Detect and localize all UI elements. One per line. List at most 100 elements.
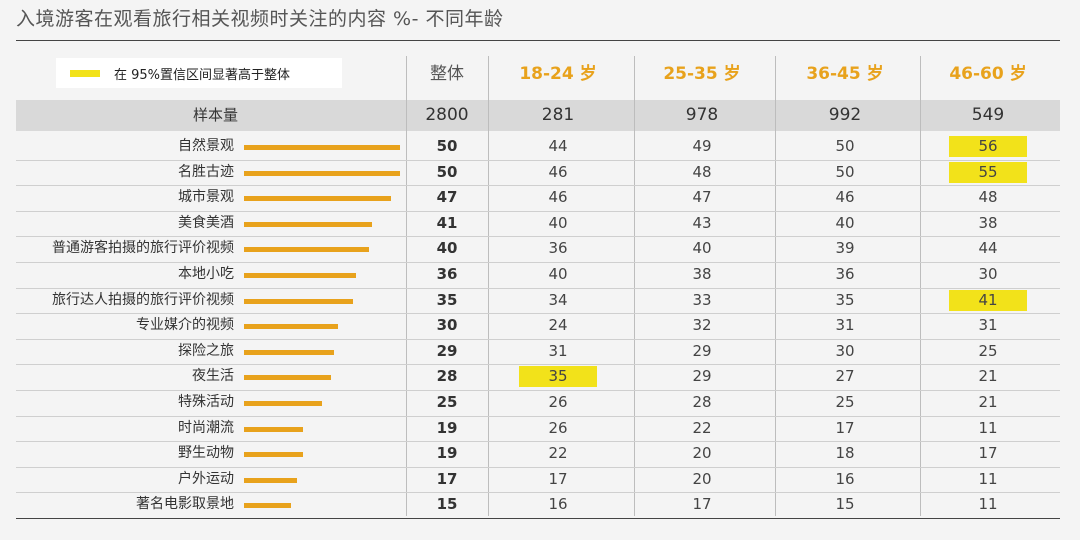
sample-size-value: 549 xyxy=(971,105,1005,125)
sample-size-value: 978 xyxy=(685,105,719,125)
age-group-value: 47 xyxy=(692,188,712,206)
column-header-age: 46-60 岁 xyxy=(949,64,1027,84)
row-label: 户外运动 xyxy=(178,471,234,487)
significance-highlight xyxy=(949,162,1027,183)
legend-swatch xyxy=(70,69,100,77)
age-group-value: 21 xyxy=(978,367,998,385)
row-label: 夜生活 xyxy=(192,368,234,384)
age-group-value: 41 xyxy=(978,291,998,309)
column-divider xyxy=(775,56,776,516)
age-group-value: 11 xyxy=(978,419,998,437)
sample-size-value: 2800 xyxy=(425,105,469,125)
overall-value: 50 xyxy=(436,163,458,181)
row-divider xyxy=(16,441,1060,442)
row-bar xyxy=(244,452,303,457)
age-group-value: 32 xyxy=(692,316,712,334)
age-group-value: 25 xyxy=(978,342,998,360)
age-group-value: 11 xyxy=(978,470,998,488)
significance-highlight xyxy=(519,366,597,387)
age-group-value: 46 xyxy=(548,163,568,181)
row-label: 自然景观 xyxy=(178,138,234,154)
table-bottom-rule xyxy=(16,518,1060,519)
legend-label: 在 95%置信区间显著高于整体 xyxy=(114,67,291,83)
row-label: 本地小吃 xyxy=(178,266,234,282)
sample-size-value: 992 xyxy=(828,105,862,125)
sample-size-row xyxy=(16,100,1060,131)
row-label: 普通游客拍摄的旅行评价视频 xyxy=(52,240,234,256)
age-group-value: 26 xyxy=(548,419,568,437)
age-group-value: 50 xyxy=(835,163,855,181)
age-group-value: 36 xyxy=(548,239,568,257)
overall-value: 41 xyxy=(436,214,458,232)
age-group-value: 25 xyxy=(835,393,855,411)
column-divider xyxy=(634,56,635,516)
age-group-value: 21 xyxy=(978,393,998,411)
row-divider xyxy=(16,313,1060,314)
age-group-value: 22 xyxy=(548,444,568,462)
overall-value: 15 xyxy=(436,495,458,513)
age-group-value: 39 xyxy=(835,239,855,257)
age-group-value: 16 xyxy=(835,470,855,488)
row-divider xyxy=(16,288,1060,289)
age-group-value: 33 xyxy=(692,291,712,309)
row-bar xyxy=(244,196,391,201)
age-group-value: 28 xyxy=(692,393,712,411)
age-group-value: 17 xyxy=(835,419,855,437)
sample-size-label: 样本量 xyxy=(192,106,238,124)
age-group-value: 18 xyxy=(835,444,855,462)
age-group-value: 31 xyxy=(548,342,568,360)
age-group-value: 55 xyxy=(978,163,998,181)
age-group-value: 56 xyxy=(978,137,998,155)
age-group-value: 46 xyxy=(835,188,855,206)
overall-value: 25 xyxy=(436,393,458,411)
significance-highlight xyxy=(949,290,1027,311)
age-group-value: 46 xyxy=(548,188,568,206)
age-group-value: 22 xyxy=(692,419,712,437)
age-group-value: 15 xyxy=(835,495,855,513)
row-label: 著名电影取景地 xyxy=(136,496,234,512)
row-divider xyxy=(16,467,1060,468)
row-bar xyxy=(244,273,356,278)
age-group-value: 29 xyxy=(692,367,712,385)
age-group-value: 20 xyxy=(692,444,712,462)
significance-highlight xyxy=(949,136,1027,157)
row-bar xyxy=(244,299,353,304)
age-group-value: 40 xyxy=(835,214,855,232)
row-divider xyxy=(16,364,1060,365)
row-divider xyxy=(16,160,1060,161)
row-label: 探险之旅 xyxy=(178,343,234,359)
age-group-value: 30 xyxy=(978,265,998,283)
age-group-value: 31 xyxy=(978,316,998,334)
column-divider xyxy=(488,56,489,516)
row-label: 时尚潮流 xyxy=(178,420,234,436)
row-divider xyxy=(16,185,1060,186)
row-bar xyxy=(244,171,400,176)
age-group-value: 48 xyxy=(692,163,712,181)
column-header-overall: 整体 xyxy=(430,64,464,84)
row-divider xyxy=(16,390,1060,391)
row-label: 城市景观 xyxy=(178,189,234,205)
overall-value: 30 xyxy=(436,316,458,334)
age-group-value: 38 xyxy=(978,214,998,232)
overall-value: 29 xyxy=(436,342,458,360)
column-header-age: 36-45 岁 xyxy=(806,64,884,84)
age-group-value: 44 xyxy=(548,137,568,155)
overall-value: 40 xyxy=(436,239,458,257)
age-group-value: 17 xyxy=(978,444,998,462)
age-group-value: 35 xyxy=(835,291,855,309)
row-label: 野生动物 xyxy=(178,445,234,461)
age-group-value: 48 xyxy=(978,188,998,206)
row-divider xyxy=(16,492,1060,493)
age-group-value: 38 xyxy=(692,265,712,283)
overall-value: 50 xyxy=(436,137,458,155)
overall-value: 19 xyxy=(436,444,458,462)
row-divider xyxy=(16,236,1060,237)
row-bar xyxy=(244,145,400,150)
row-bar xyxy=(244,375,331,380)
sample-size-value: 281 xyxy=(541,105,575,125)
age-group-value: 27 xyxy=(835,367,855,385)
row-bar xyxy=(244,427,303,432)
age-group-value: 49 xyxy=(692,137,712,155)
column-header-age: 25-35 岁 xyxy=(663,64,741,84)
age-group-value: 17 xyxy=(692,495,712,513)
